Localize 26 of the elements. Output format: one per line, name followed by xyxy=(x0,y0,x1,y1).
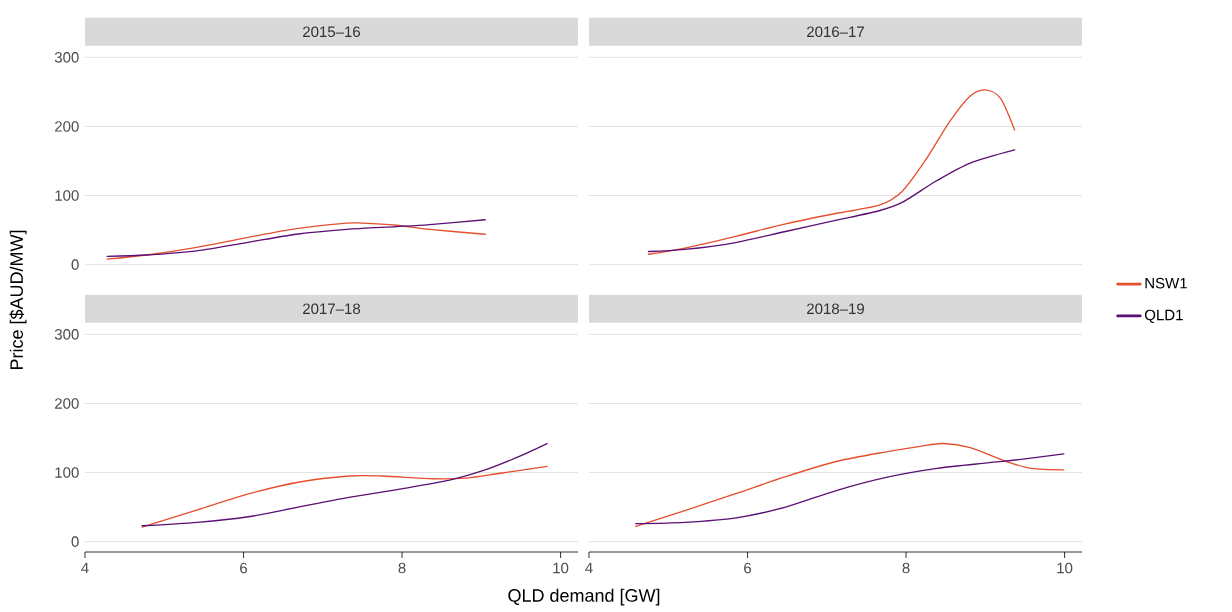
x-tick-label: 8 xyxy=(902,562,910,574)
legend-label: NSW1 xyxy=(1145,277,1187,289)
x-tick-label: 4 xyxy=(585,562,593,574)
x-tick-label: 4 xyxy=(81,562,89,574)
x-tick-label: 6 xyxy=(240,562,248,574)
y-tick-label: 200 xyxy=(55,398,79,409)
y-tick-label: 100 xyxy=(55,190,79,201)
chart-title: 2018–19 xyxy=(807,303,864,315)
x-axis-title: QLD demand [GW] xyxy=(508,588,660,606)
line-series xyxy=(141,465,548,528)
y-axis-title: Price [$AUD/MW] xyxy=(9,230,27,370)
legend-label: QLD1 xyxy=(1144,309,1183,323)
x-tick-label: 10 xyxy=(553,562,569,574)
chart-title: 2017–18 xyxy=(303,303,361,315)
y-tick-label: 100 xyxy=(55,467,79,478)
y-tick-label: 0 xyxy=(71,259,79,270)
chart-title: 2015–16 xyxy=(303,26,361,38)
x-tick-label: 8 xyxy=(398,562,406,574)
chart-title: 2016–17 xyxy=(807,26,864,38)
x-tick-label: 10 xyxy=(1057,562,1073,574)
y-tick-label: 300 xyxy=(54,52,79,63)
y-tick-label: 200 xyxy=(55,121,79,132)
line-series xyxy=(141,442,548,527)
y-tick-label: 0 xyxy=(71,536,79,547)
y-tick-label: 300 xyxy=(54,329,79,340)
x-tick-label: 6 xyxy=(744,562,752,574)
